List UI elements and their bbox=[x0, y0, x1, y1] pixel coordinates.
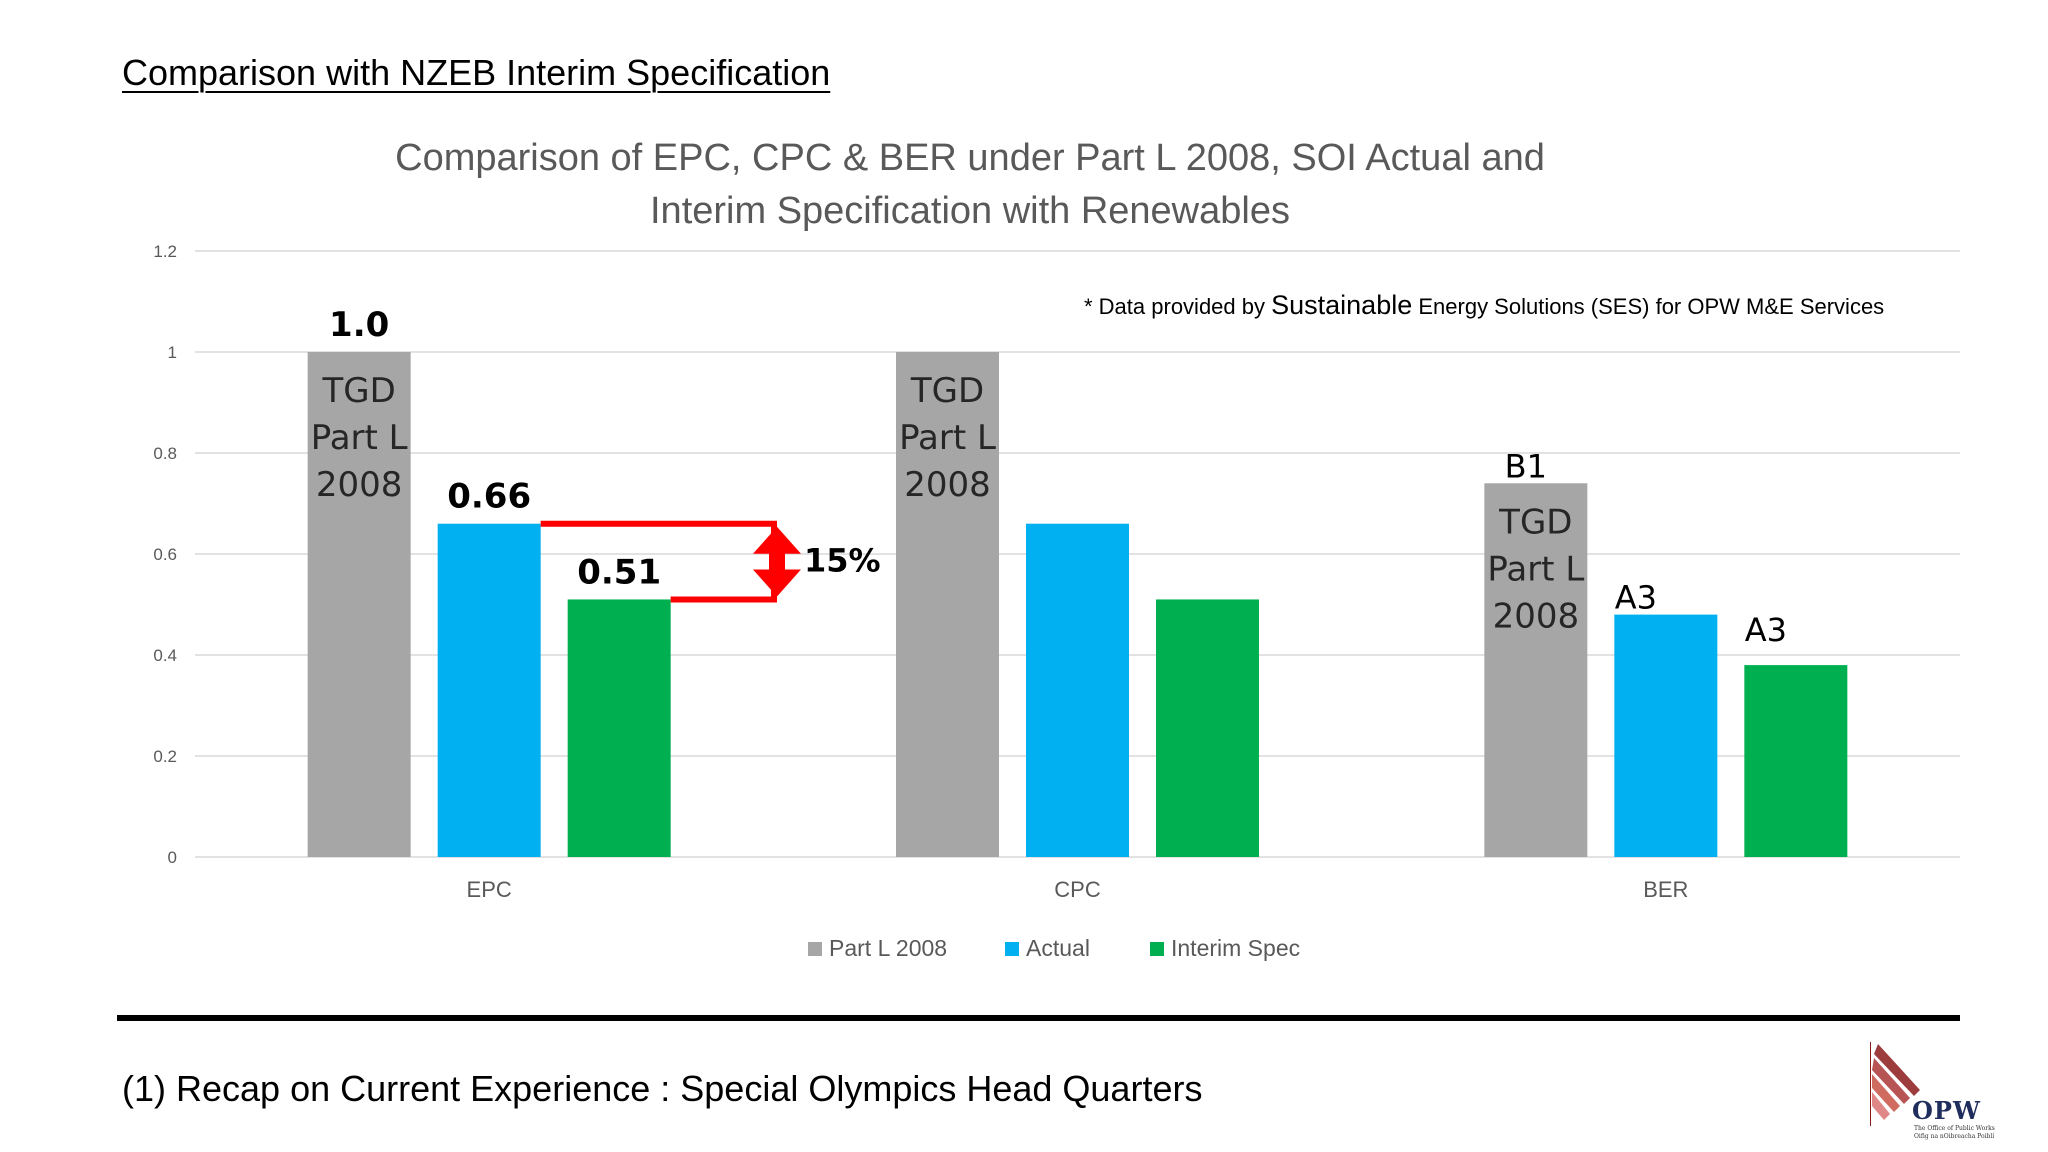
footer-divider bbox=[117, 1015, 1960, 1021]
bar-ber-interim-spec bbox=[1744, 665, 1848, 857]
y-axis-ticks: 0 0.2 0.4 0.6 0.8 1 1.2 bbox=[153, 242, 177, 867]
x-axis-ticks: EPC CPC BER bbox=[467, 877, 1689, 902]
data-label: 1.0 bbox=[329, 305, 389, 345]
difference-double-arrow-icon bbox=[753, 526, 801, 597]
chart-title-line-1: Comparison of EPC, CPC & BER under Part … bbox=[395, 137, 1545, 179]
bar-epc-actual bbox=[437, 523, 541, 857]
opw-logo-mark-icon bbox=[1870, 1042, 1920, 1126]
slide-title: Comparison with NZEB Interim Specificati… bbox=[122, 52, 831, 93]
y-tick-label: 0.4 bbox=[153, 646, 177, 665]
y-tick-label: 0.2 bbox=[153, 747, 177, 766]
rating-label: A3 bbox=[1615, 579, 1657, 617]
bar-cpc-interim-spec bbox=[1156, 599, 1259, 857]
in-bar-label: Part L bbox=[1487, 549, 1584, 589]
bars bbox=[307, 352, 1848, 857]
in-bar-label: Part L bbox=[899, 418, 996, 458]
in-bar-label: 2008 bbox=[1493, 596, 1580, 636]
legend-swatch bbox=[808, 942, 822, 956]
source-note-emphasis: Sustainable bbox=[1271, 290, 1413, 320]
opw-logo-subtitle: The Office of Public Works Oifig na nOib… bbox=[1914, 1125, 1995, 1141]
x-tick-label: BER bbox=[1643, 877, 1688, 902]
legend: Part L 2008 Actual Interim Spec bbox=[808, 935, 1300, 961]
in-bar-label: TGD bbox=[322, 371, 396, 411]
opw-logo-subtitle-ga: Oifig na nOibreacha Poiblí bbox=[1914, 1133, 1995, 1140]
in-bar-label: 2008 bbox=[316, 465, 403, 505]
data-source-note: * Data provided by Sustainable Energy So… bbox=[1084, 290, 1884, 321]
opw-logo-text: OPW bbox=[1912, 1096, 1981, 1125]
bar-cpc-part-l-2008 bbox=[896, 352, 999, 857]
difference-label: 15% bbox=[804, 542, 881, 580]
chart-title: Comparison of EPC, CPC & BER under Part … bbox=[300, 132, 1640, 238]
y-tick-label: 1 bbox=[168, 343, 177, 362]
bar-epc-part-l-2008 bbox=[307, 352, 411, 857]
data-label: 0.66 bbox=[447, 477, 531, 517]
legend-swatch bbox=[1005, 942, 1019, 956]
annotations: 1.0 0.66 0.51 TGD Part L 2008 TGD Part L 2008 TGD… bbox=[311, 305, 1787, 649]
source-note-prefix: * Data provided by bbox=[1084, 294, 1265, 319]
bar-cpc-actual bbox=[1026, 523, 1129, 857]
chart-title-line-2: Interim Specification with Renewables bbox=[650, 190, 1290, 232]
in-bar-label: Part L bbox=[311, 418, 408, 458]
legend-label: Interim Spec bbox=[1171, 935, 1300, 961]
legend-label: Part L 2008 bbox=[829, 935, 947, 961]
y-tick-label: 0 bbox=[168, 848, 177, 867]
in-bar-label: TGD bbox=[910, 371, 984, 411]
x-tick-label: CPC bbox=[1054, 877, 1101, 902]
difference-bracket-top bbox=[540, 520, 777, 536]
legend-swatch bbox=[1150, 942, 1164, 956]
in-bar-label: 2008 bbox=[904, 465, 991, 505]
y-tick-label: 0.8 bbox=[153, 444, 177, 463]
in-bar-label: TGD bbox=[1498, 502, 1572, 542]
legend-label: Actual bbox=[1026, 935, 1090, 961]
data-label: 0.51 bbox=[577, 552, 661, 592]
bar-epc-interim-spec bbox=[567, 599, 671, 857]
source-note-suffix: Energy Solutions (SES) for OPW M&E Servi… bbox=[1418, 294, 1885, 319]
bar-chart: 0 0.2 0.4 0.6 0.8 1 1.2 EPC CPC BER 1.0 0.66 0.51 T… bbox=[153, 242, 1960, 961]
y-tick-label: 1.2 bbox=[153, 242, 177, 261]
opw-logo-subtitle-en: The Office of Public Works bbox=[1914, 1125, 1995, 1132]
difference-bracket-bottom bbox=[670, 587, 777, 603]
bar-ber-actual bbox=[1614, 614, 1718, 857]
rating-label: B1 bbox=[1505, 447, 1547, 485]
opw-logo: OPW The Office of Public Works Oifig na … bbox=[1870, 1040, 2010, 1140]
y-tick-label: 0.6 bbox=[153, 545, 177, 564]
footer-caption: (1) Recap on Current Experience : Specia… bbox=[122, 1068, 1203, 1109]
x-tick-label: EPC bbox=[467, 877, 512, 902]
bar-ber-part-l-2008 bbox=[1484, 483, 1588, 857]
rating-label: A3 bbox=[1745, 611, 1787, 649]
